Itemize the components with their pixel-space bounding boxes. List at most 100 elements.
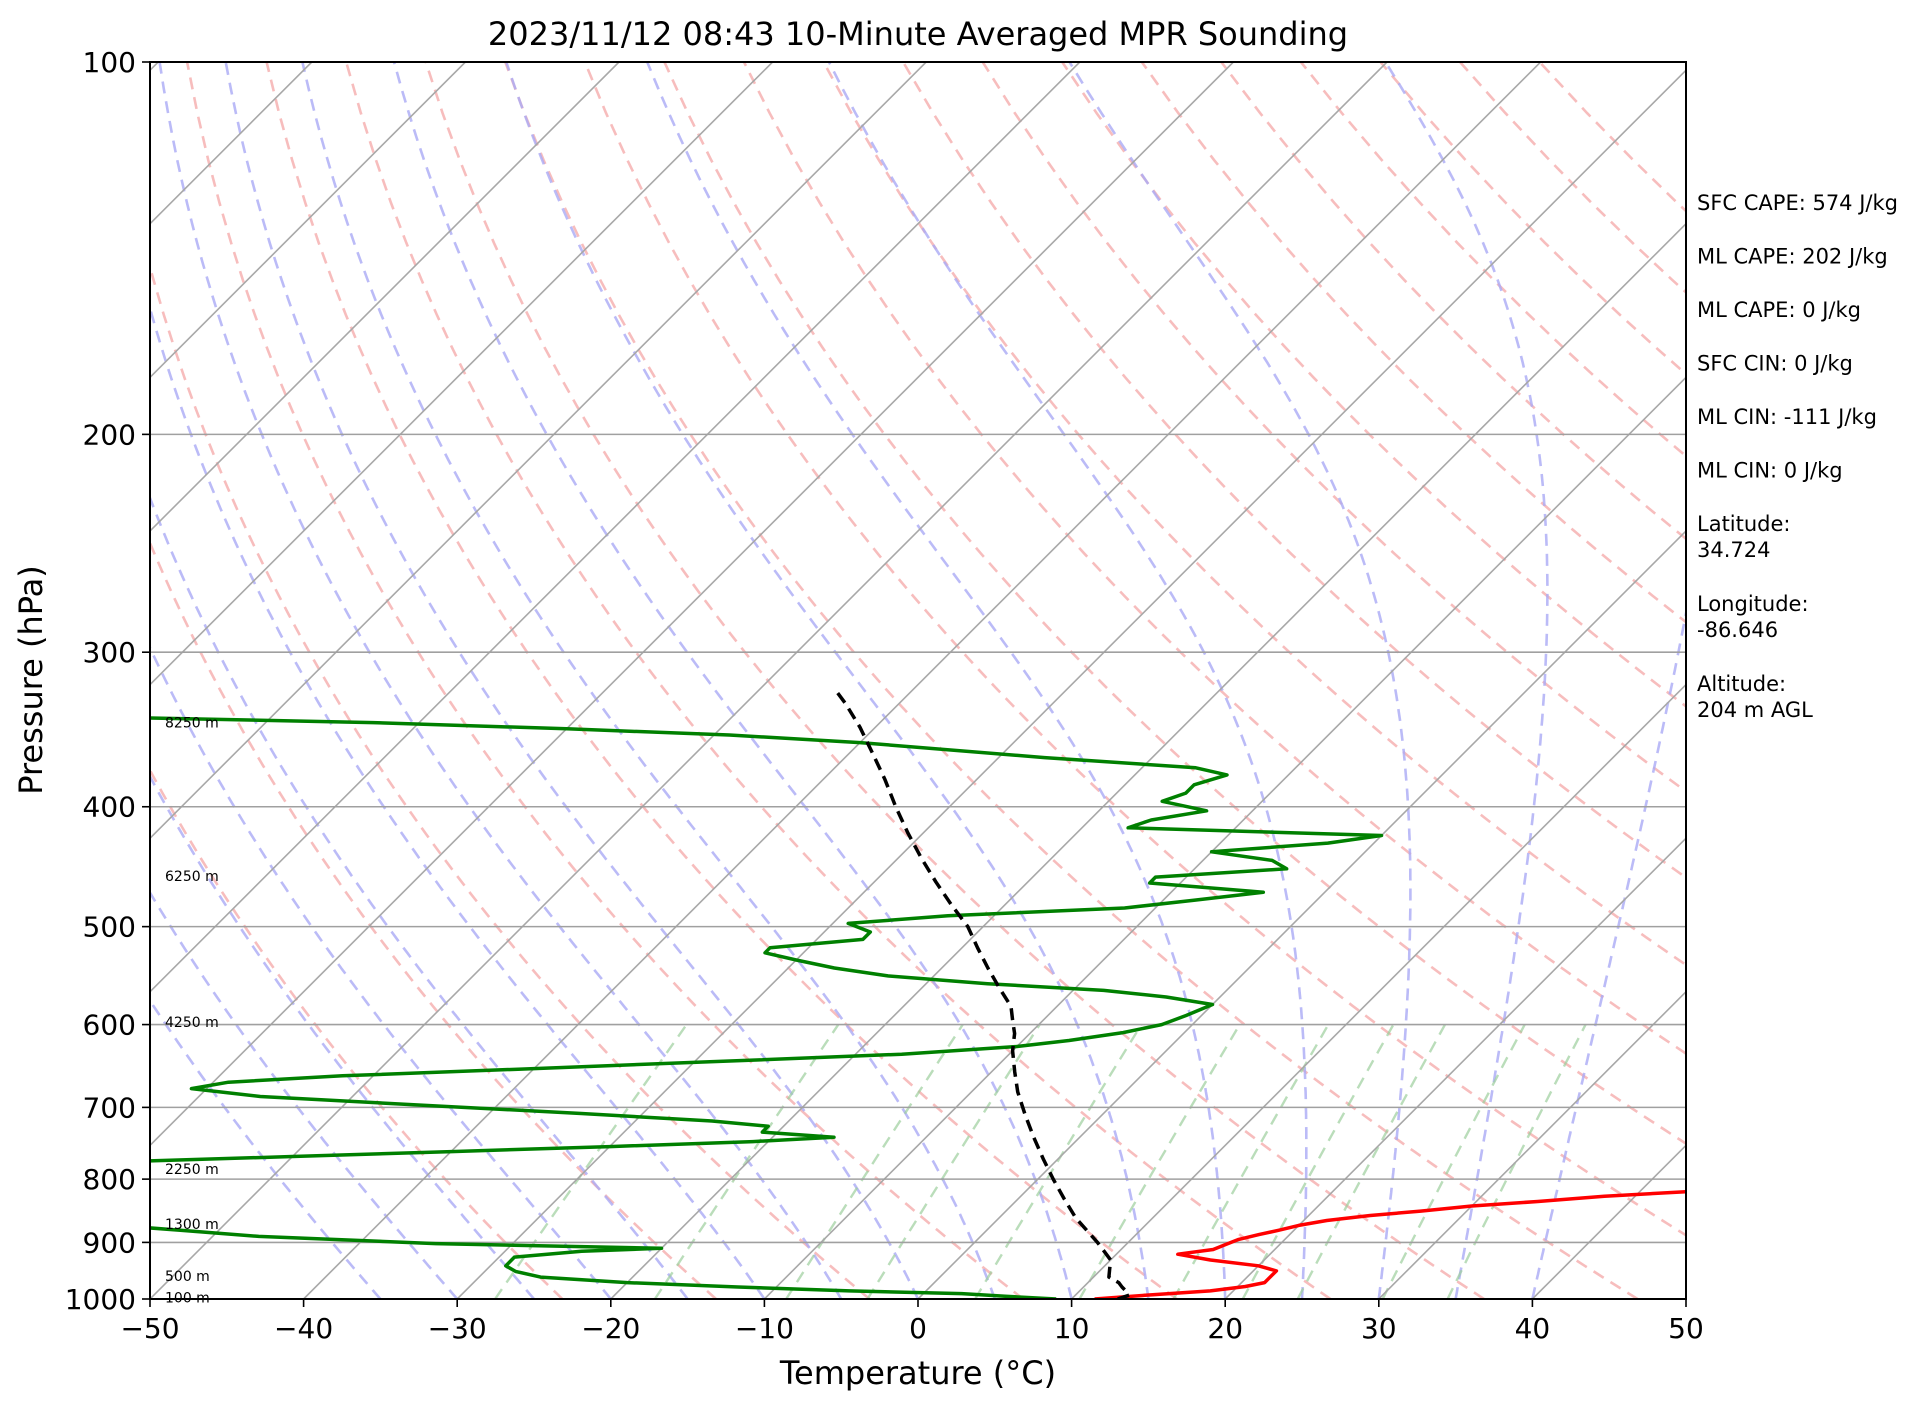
dry-adiabat bbox=[185, 62, 1025, 1299]
height-label: 100 m bbox=[165, 1290, 210, 1306]
y-tick-label: 100 bbox=[83, 46, 136, 79]
stat-line: 34.724 bbox=[1697, 538, 1770, 562]
dry-adiabat bbox=[424, 62, 1485, 1299]
moist-adiabat bbox=[150, 303, 766, 1299]
stat-line: ML CAPE: 0 J/kg bbox=[1697, 298, 1861, 322]
y-tick-label: 1000 bbox=[65, 1283, 136, 1316]
stat-entry: SFC CAPE: 574 J/kg bbox=[1697, 191, 1898, 215]
x-tick-label: 0 bbox=[909, 1312, 927, 1345]
isotherm bbox=[150, 62, 1234, 1147]
isotherm bbox=[150, 62, 927, 840]
stat-entry: ML CIN: -111 J/kg bbox=[1697, 405, 1877, 429]
x-tick-label: 40 bbox=[1515, 1312, 1551, 1345]
x-tick-label: −50 bbox=[120, 1312, 179, 1345]
x-tick-label: −10 bbox=[735, 1312, 794, 1345]
stat-line: 204 m AGL bbox=[1697, 698, 1813, 722]
dry-adiabat bbox=[150, 767, 564, 1299]
stat-entry: ML CAPE: 0 J/kg bbox=[1697, 298, 1861, 322]
stat-entry: Latitude: 34.724 bbox=[1697, 512, 1791, 562]
stat-line: ML CIN: 0 J/kg bbox=[1697, 459, 1843, 483]
stat-line: ML CIN: -111 J/kg bbox=[1697, 405, 1877, 429]
dry-adiabat bbox=[265, 62, 1178, 1299]
x-axis-label: Temperature (°C) bbox=[779, 1354, 1056, 1392]
y-tick-label: 200 bbox=[83, 418, 136, 451]
isotherm bbox=[150, 62, 774, 686]
stat-line: -86.646 bbox=[1697, 618, 1778, 642]
stat-line: ML CAPE: 202 J/kg bbox=[1697, 245, 1888, 269]
x-tick-label: −20 bbox=[581, 1312, 640, 1345]
mixing-ratio-line bbox=[1446, 1024, 1587, 1299]
data-series bbox=[150, 689, 1686, 1299]
dry-adiabat bbox=[504, 62, 1639, 1299]
x-tick-label: 20 bbox=[1207, 1312, 1243, 1345]
dry-adiabat bbox=[150, 261, 871, 1299]
dry-adiabat bbox=[981, 62, 1686, 794]
isotherm bbox=[150, 62, 466, 379]
dry-adiabat bbox=[150, 539, 717, 1299]
temperature-profile-line bbox=[1094, 1189, 1686, 1299]
moist-adiabat bbox=[301, 62, 997, 1299]
isotherm bbox=[150, 62, 1081, 993]
moist-adiabat bbox=[1068, 62, 1412, 1299]
isotherm bbox=[1224, 837, 1686, 1299]
grid-lines bbox=[150, 62, 1686, 1299]
dry-adiabat bbox=[901, 62, 1686, 880]
moist-adiabat bbox=[1531, 606, 1686, 1299]
moist-adiabat bbox=[158, 62, 843, 1299]
isotherm bbox=[1071, 683, 1686, 1299]
y-tick-label: 500 bbox=[83, 911, 136, 944]
moist-adiabat bbox=[505, 62, 1150, 1299]
dry-adiabat bbox=[344, 62, 1332, 1299]
mixing-ratio-line bbox=[1381, 1024, 1526, 1299]
stats-panel: SFC CAPE: 574 J/kg ML CAPE: 202 J/kg ML CA… bbox=[1697, 191, 1898, 722]
stat-entry: ML CIN: 0 J/kg bbox=[1697, 459, 1843, 483]
isotherm bbox=[1378, 990, 1686, 1299]
dewpoint-profile-line bbox=[150, 716, 1384, 1299]
height-label: 4250 m bbox=[165, 1015, 219, 1031]
stat-line: SFC CAPE: 574 J/kg bbox=[1697, 191, 1898, 215]
y-tick-label: 300 bbox=[83, 636, 136, 669]
x-tick-label: −30 bbox=[428, 1312, 487, 1345]
dry-adiabat bbox=[583, 62, 1686, 1237]
y-tick-label: 900 bbox=[83, 1226, 136, 1259]
moist-adiabat bbox=[827, 62, 1308, 1299]
isotherm bbox=[763, 376, 1686, 1299]
moist-adiabat bbox=[224, 62, 920, 1299]
stat-line: Altitude: bbox=[1697, 672, 1786, 696]
y-axis-ticks: 100 200 300 400 500 600 700 800 900 1000 bbox=[65, 46, 150, 1316]
moist-adiabat bbox=[150, 890, 459, 1299]
height-label: 8250 m bbox=[165, 716, 219, 732]
height-label: 2250 m bbox=[165, 1162, 219, 1178]
x-tick-label: 50 bbox=[1668, 1312, 1704, 1345]
isotherm bbox=[150, 62, 1388, 1299]
stat-line: SFC CIN: 0 J/kg bbox=[1697, 352, 1853, 376]
dry-adiabat bbox=[822, 62, 1686, 967]
height-labels: 8250 m 6250 m 4250 m 2250 m 1300 m 500 m 100 m bbox=[165, 716, 219, 1307]
mixing-ratio-line bbox=[1296, 1024, 1447, 1299]
height-label: 6250 m bbox=[165, 869, 219, 885]
background-lines bbox=[150, 62, 1686, 1299]
stat-entry: Altitude: 204 m AGL bbox=[1697, 672, 1813, 722]
isotherm bbox=[303, 62, 1542, 1299]
stat-entry: ML CAPE: 202 J/kg bbox=[1697, 245, 1888, 269]
stat-entry: Longitude: -86.646 bbox=[1697, 592, 1809, 642]
isotherm bbox=[456, 69, 1686, 1299]
parcel-profile-line bbox=[834, 689, 1131, 1299]
stat-entry: SFC CIN: 0 J/kg bbox=[1697, 352, 1853, 376]
dry-adiabat bbox=[1061, 62, 1686, 708]
y-tick-label: 600 bbox=[83, 1009, 136, 1042]
isotherm bbox=[150, 62, 620, 533]
isotherm bbox=[917, 529, 1686, 1299]
dry-adiabat bbox=[663, 62, 1686, 1146]
moist-adiabat bbox=[150, 494, 689, 1299]
y-tick-label: 800 bbox=[83, 1163, 136, 1196]
y-tick-label: 400 bbox=[83, 791, 136, 824]
x-tick-label: 10 bbox=[1054, 1312, 1090, 1345]
height-label: 1300 m bbox=[165, 1217, 219, 1233]
moist-adiabat bbox=[1384, 62, 1549, 1299]
y-tick-label: 700 bbox=[83, 1091, 136, 1124]
y-axis-label: Pressure (hPa) bbox=[12, 565, 50, 795]
stat-line: Longitude: bbox=[1697, 592, 1809, 616]
stat-line: Latitude: bbox=[1697, 512, 1791, 536]
